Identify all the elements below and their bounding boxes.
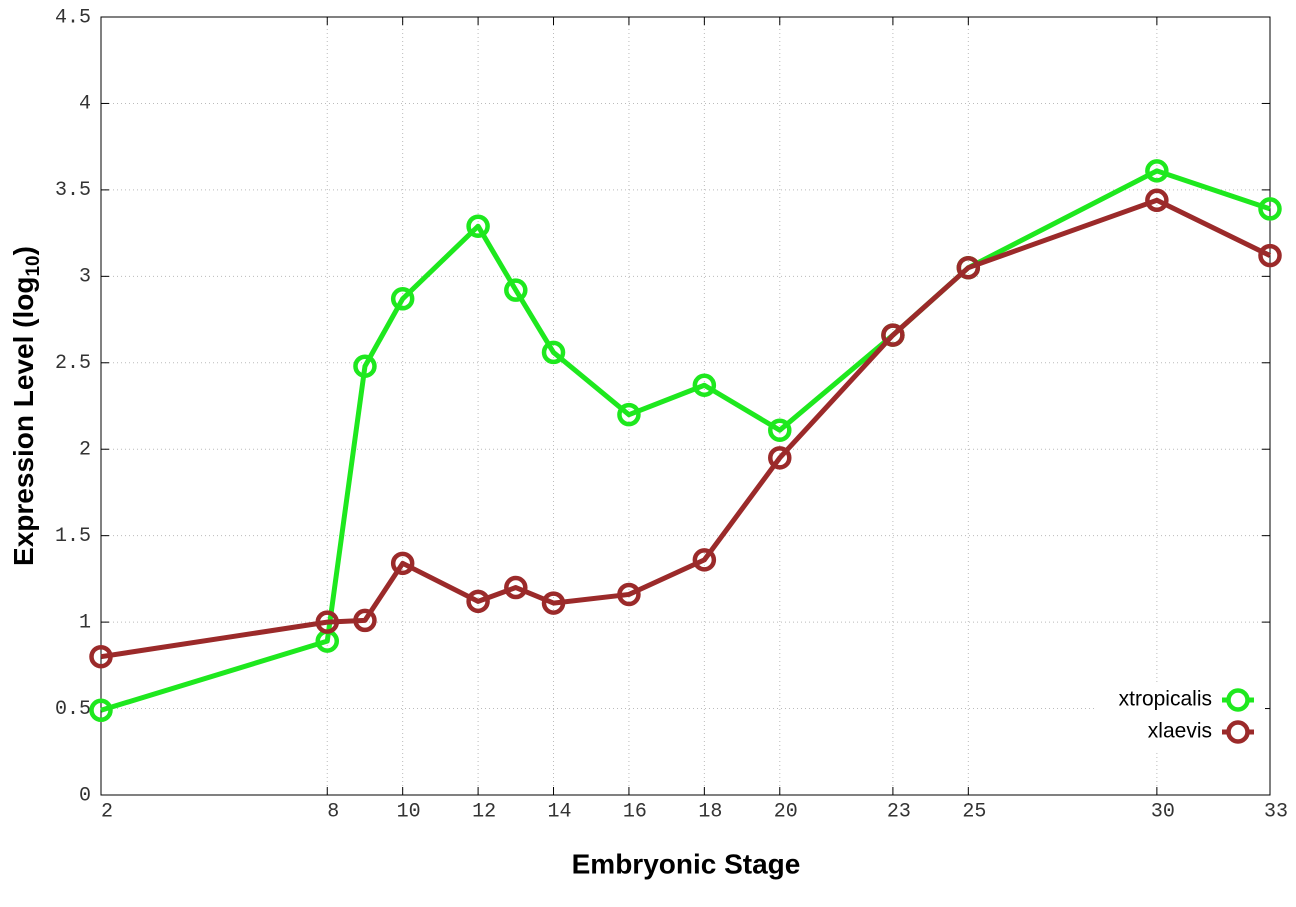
data-point — [1145, 188, 1169, 213]
x-tick-label: 20 — [774, 800, 798, 823]
plot-frame — [100, 16, 1271, 796]
data-point — [1258, 243, 1282, 268]
x-axis-label: Embryonic Stage — [572, 848, 801, 879]
y-tick-label: 2.5 — [55, 352, 91, 375]
y-axis-label: Expression Level (log10) — [8, 246, 44, 566]
data-point — [617, 582, 641, 607]
data-point — [541, 340, 566, 365]
data-point — [390, 551, 415, 576]
x-tick-label: 25 — [962, 800, 986, 823]
y-tick-label: 3 — [79, 266, 91, 289]
data-point — [466, 214, 490, 238]
data-point — [315, 610, 340, 634]
x-tick-label: 23 — [887, 800, 911, 823]
data-point — [617, 402, 641, 427]
data-point — [1145, 159, 1169, 183]
data-point — [692, 548, 717, 572]
x-tick-label: 2 — [101, 800, 113, 823]
series-line — [100, 197, 1272, 660]
data-point — [504, 575, 528, 600]
data-point — [466, 589, 490, 614]
x-tick-label: 10 — [397, 800, 421, 823]
legend-label: xlaevis — [1148, 720, 1212, 743]
data-point — [315, 629, 340, 653]
data-point — [692, 373, 717, 398]
data-point — [956, 255, 981, 280]
x-tick-label: 18 — [698, 800, 722, 823]
y-tick-label: 4.5 — [55, 6, 91, 29]
y-tick-label: 3.5 — [55, 179, 91, 202]
data-point — [881, 323, 905, 347]
y-tick-label: 4 — [79, 93, 91, 116]
data-point — [768, 418, 792, 442]
data-point — [353, 608, 377, 633]
data-point — [89, 698, 113, 723]
data-point — [89, 644, 113, 669]
y-tick-label: 2 — [79, 439, 91, 462]
x-tick-label: 12 — [472, 800, 496, 823]
x-tick-label: 8 — [327, 800, 339, 823]
y-tick-label: 1 — [79, 611, 91, 634]
data-point — [353, 354, 377, 378]
y-tick-label: 0.5 — [55, 698, 91, 721]
data-point — [1258, 197, 1282, 221]
legend-marker — [1226, 688, 1250, 712]
data-point — [504, 278, 528, 302]
x-tick-label: 14 — [548, 800, 572, 823]
x-tick-label: 30 — [1151, 800, 1175, 823]
y-tick-label: 1.5 — [55, 525, 91, 548]
data-point — [390, 287, 415, 311]
y-tick-label: 0 — [79, 784, 91, 807]
data-point — [541, 591, 566, 615]
legend-marker — [1226, 720, 1250, 744]
legend-label: xtropicalis — [1119, 688, 1212, 711]
data-point — [768, 446, 792, 470]
x-tick-label: 33 — [1264, 800, 1288, 823]
x-tick-label: 16 — [623, 800, 647, 823]
